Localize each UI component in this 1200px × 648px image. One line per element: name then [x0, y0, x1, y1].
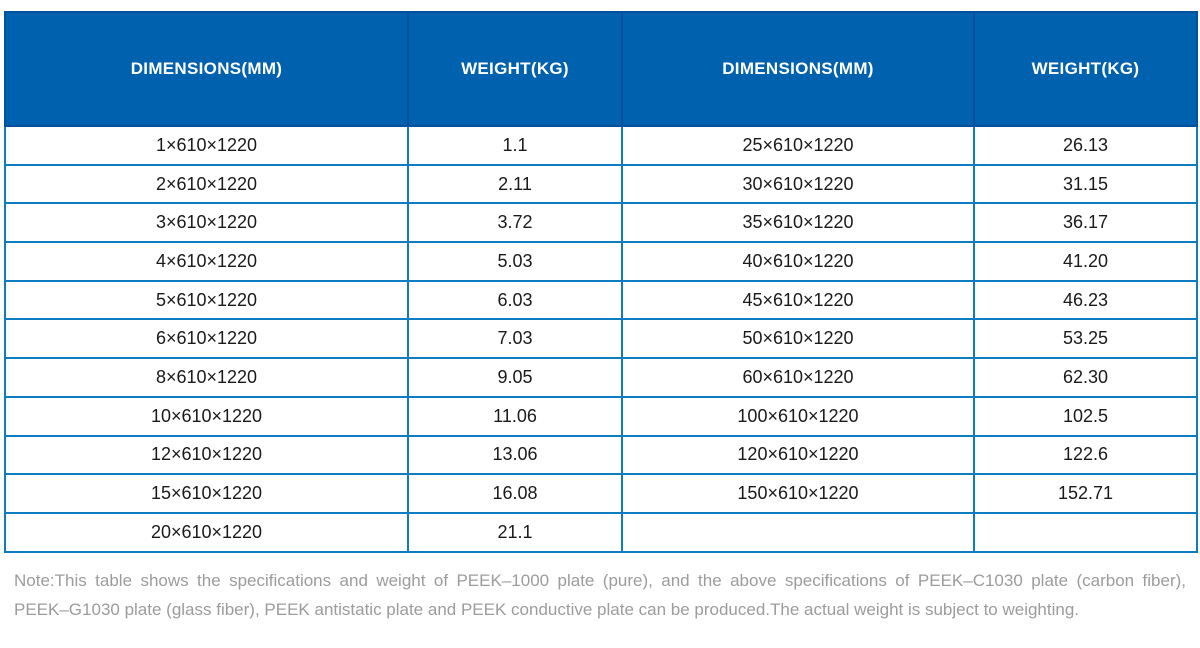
cell-dimensions-right: 40×610×1220 [621, 241, 975, 282]
cell-dimensions-left: 20×610×1220 [4, 511, 409, 553]
cell-dimensions-left: 8×610×1220 [4, 357, 409, 398]
cell-weight-right: 53.25 [973, 318, 1198, 360]
cell-dimensions-left: 5×610×1220 [4, 279, 409, 321]
cell-dimensions-right: 60×610×1220 [621, 357, 975, 398]
header-cell-dimensions-right: DIMENSIONS(MM) [621, 11, 975, 127]
spec-table: DIMENSIONS(MM) WEIGHT(KG) DIMENSIONS(MM)… [4, 11, 1198, 553]
cell-weight-right: 102.5 [973, 395, 1198, 437]
cell-dimensions-right: 45×610×1220 [621, 279, 975, 321]
table-row: 2×610×1220 2.11 30×610×1220 31.15 [4, 163, 1198, 205]
table-row: 5×610×1220 6.03 45×610×1220 46.23 [4, 279, 1198, 321]
cell-dimensions-left: 1×610×1220 [4, 125, 409, 166]
cell-dimensions-right: 35×610×1220 [621, 202, 975, 244]
cell-weight-right: 36.17 [973, 202, 1198, 244]
cell-weight-left: 7.03 [407, 318, 623, 360]
table-row: 4×610×1220 5.03 40×610×1220 41.20 [4, 241, 1198, 282]
table-row: 12×610×1220 13.06 120×610×1220 122.6 [4, 434, 1198, 476]
header-row: DIMENSIONS(MM) WEIGHT(KG) DIMENSIONS(MM)… [4, 11, 1198, 127]
cell-weight-right [973, 511, 1198, 553]
cell-dimensions-right [621, 511, 975, 553]
cell-dimensions-left: 2×610×1220 [4, 163, 409, 205]
table-row: 6×610×1220 7.03 50×610×1220 53.25 [4, 318, 1198, 360]
cell-weight-right: 26.13 [973, 125, 1198, 166]
cell-weight-left: 21.1 [407, 511, 623, 553]
cell-weight-left: 2.11 [407, 163, 623, 205]
cell-weight-left: 13.06 [407, 434, 623, 476]
cell-dimensions-left: 15×610×1220 [4, 473, 409, 514]
header-cell-weight-left: WEIGHT(KG) [407, 11, 623, 127]
cell-weight-right: 62.30 [973, 357, 1198, 398]
header-cell-dimensions-left: DIMENSIONS(MM) [4, 11, 409, 127]
note-line-2: PEEK–G1030 plate (glass fiber), PEEK ant… [14, 600, 1080, 620]
cell-weight-right: 41.20 [973, 241, 1198, 282]
cell-weight-right: 152.71 [973, 473, 1198, 514]
table-row: 3×610×1220 3.72 35×610×1220 36.17 [4, 202, 1198, 244]
cell-dimensions-right: 150×610×1220 [621, 473, 975, 514]
cell-dimensions-right: 25×610×1220 [621, 125, 975, 166]
cell-dimensions-right: 30×610×1220 [621, 163, 975, 205]
cell-weight-right: 122.6 [973, 434, 1198, 476]
cell-weight-left: 6.03 [407, 279, 623, 321]
cell-weight-left: 16.08 [407, 473, 623, 514]
note-line-1: Note:This table shows the specifications… [14, 570, 1186, 590]
table-row: 8×610×1220 9.05 60×610×1220 62.30 [4, 357, 1198, 398]
spec-table-body: 1×610×1220 1.1 25×610×1220 26.13 2×610×1220 2… [4, 125, 1198, 553]
cell-weight-right: 31.15 [973, 163, 1198, 205]
cell-weight-left: 9.05 [407, 357, 623, 398]
cell-weight-left: 1.1 [407, 125, 623, 166]
cell-weight-left: 5.03 [407, 241, 623, 282]
table-row: 10×610×1220 11.06 100×610×1220 102.5 [4, 395, 1198, 437]
cell-weight-right: 46.23 [973, 279, 1198, 321]
cell-dimensions-right: 50×610×1220 [621, 318, 975, 360]
cell-dimensions-left: 10×610×1220 [4, 395, 409, 437]
table-row: 15×610×1220 16.08 150×610×1220 152.71 [4, 473, 1198, 514]
cell-weight-left: 3.72 [407, 202, 623, 244]
cell-weight-left: 11.06 [407, 395, 623, 437]
cell-dimensions-left: 12×610×1220 [4, 434, 409, 476]
cell-dimensions-right: 120×610×1220 [621, 434, 975, 476]
note: Note:This table shows the specifications… [14, 566, 1186, 625]
header-cell-weight-right: WEIGHT(KG) [973, 11, 1198, 127]
cell-dimensions-left: 3×610×1220 [4, 202, 409, 244]
table-row: 20×610×1220 21.1 [4, 511, 1198, 553]
cell-dimensions-left: 6×610×1220 [4, 318, 409, 360]
cell-dimensions-left: 4×610×1220 [4, 241, 409, 282]
cell-dimensions-right: 100×610×1220 [621, 395, 975, 437]
table-row: 1×610×1220 1.1 25×610×1220 26.13 [4, 125, 1198, 166]
